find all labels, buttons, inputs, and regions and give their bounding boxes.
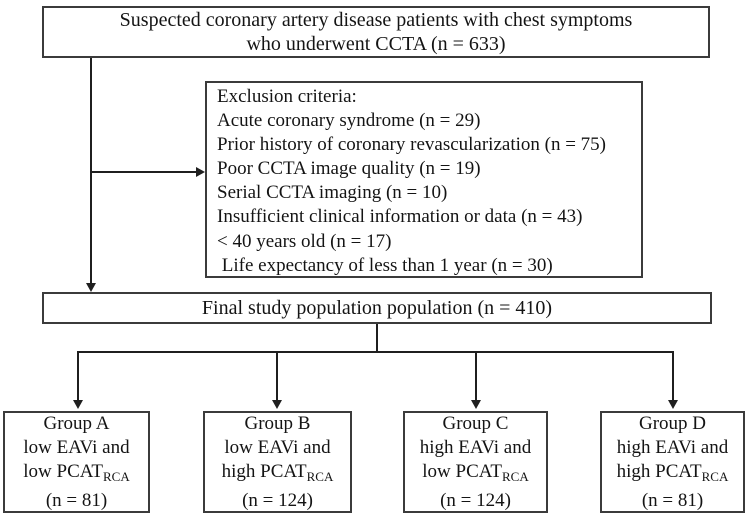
group-a-box: Group A low EAVi and low PCATRCA (n = 81… bbox=[3, 411, 150, 513]
arrowhead-into-group-a bbox=[73, 400, 83, 409]
arrowhead-into-group-b bbox=[272, 400, 282, 409]
exclusion-item-acs: Acute coronary syndrome (n = 29) bbox=[217, 110, 481, 132]
group-a-pcat-line: low PCATRCA bbox=[23, 460, 129, 489]
exclusion-item-insufficient-info: Insufficient clinical information or dat… bbox=[217, 206, 583, 228]
group-d-eavi-line: high EAVi and bbox=[616, 436, 729, 458]
group-a-pcat-subscript: RCA bbox=[102, 468, 130, 484]
top-box-line1: Suspected coronary artery disease patien… bbox=[119, 9, 633, 31]
group-b-eavi-line: low EAVi and bbox=[224, 436, 331, 458]
exclusion-title: Exclusion criteria: bbox=[217, 86, 357, 107]
top-box: Suspected coronary artery disease patien… bbox=[42, 6, 710, 58]
group-d-pcat-line: high PCATRCA bbox=[617, 460, 729, 489]
group-b-pcat-subscript: RCA bbox=[306, 468, 334, 484]
arrowhead-into-group-c bbox=[471, 400, 481, 409]
group-b-title: Group B bbox=[244, 412, 311, 434]
group-b-pcat-main: high PCAT bbox=[221, 460, 307, 482]
connector-drop-group-c bbox=[475, 351, 477, 401]
group-c-pcat-line: low PCATRCA bbox=[422, 460, 528, 489]
connector-to-exclusion bbox=[91, 171, 196, 173]
group-c-box: Group C high EAVi and low PCATRCA (n = 1… bbox=[403, 411, 548, 513]
connector-drop-group-a bbox=[77, 351, 79, 401]
group-b-n-line: (n = 124) bbox=[242, 489, 313, 511]
arrowhead-into-exclusion bbox=[196, 167, 205, 177]
group-a-n-line: (n = 81) bbox=[45, 489, 108, 511]
connector-drop-group-b bbox=[276, 351, 278, 401]
connector-branch-line bbox=[77, 351, 674, 353]
final-box: Final study population population (n = 4… bbox=[42, 292, 712, 324]
arrowhead-into-final bbox=[86, 283, 96, 292]
group-c-n-line: (n = 124) bbox=[440, 489, 511, 511]
group-a-title: Group A bbox=[43, 412, 110, 434]
group-b-pcat-line: high PCATRCA bbox=[222, 460, 334, 489]
group-a-eavi-line: low EAVi and bbox=[23, 436, 130, 458]
group-d-pcat-subscript: RCA bbox=[701, 468, 729, 484]
exclusion-item-revascularization: Prior history of coronary revascularizat… bbox=[217, 134, 607, 156]
exclusion-item-image-quality: Poor CCTA image quality (n = 19) bbox=[217, 158, 481, 180]
exclusion-item-age: < 40 years old (n = 17) bbox=[217, 230, 392, 252]
arrowhead-into-group-d bbox=[668, 400, 678, 409]
group-d-n-line: (n = 81) bbox=[641, 489, 704, 511]
group-c-pcat-main: low PCAT bbox=[422, 460, 502, 482]
group-b-box: Group B low EAVi and high PCATRCA (n = 1… bbox=[203, 411, 352, 513]
group-c-pcat-subscript: RCA bbox=[501, 468, 529, 484]
group-d-box: Group D high EAVi and high PCATRCA (n = … bbox=[600, 411, 745, 513]
connector-final-stem bbox=[376, 324, 378, 352]
group-d-pcat-main: high PCAT bbox=[616, 460, 702, 482]
group-c-eavi-line: high EAVi and bbox=[419, 436, 532, 458]
connector-drop-group-d bbox=[672, 351, 674, 401]
group-d-title: Group D bbox=[638, 412, 707, 434]
top-box-line2: who underwent CCTA (n = 633) bbox=[246, 33, 506, 55]
exclusion-item-serial-ccta: Serial CCTA imaging (n = 10) bbox=[217, 182, 448, 204]
exclusion-item-life-expectancy: Life expectancy of less than 1 year (n =… bbox=[217, 254, 553, 276]
group-a-pcat-main: low PCAT bbox=[23, 460, 103, 482]
final-box-text: Final study population population (n = 4… bbox=[201, 297, 553, 319]
exclusion-box: Exclusion criteria: Acute coronary syndr… bbox=[205, 81, 643, 278]
group-c-title: Group C bbox=[442, 412, 509, 434]
